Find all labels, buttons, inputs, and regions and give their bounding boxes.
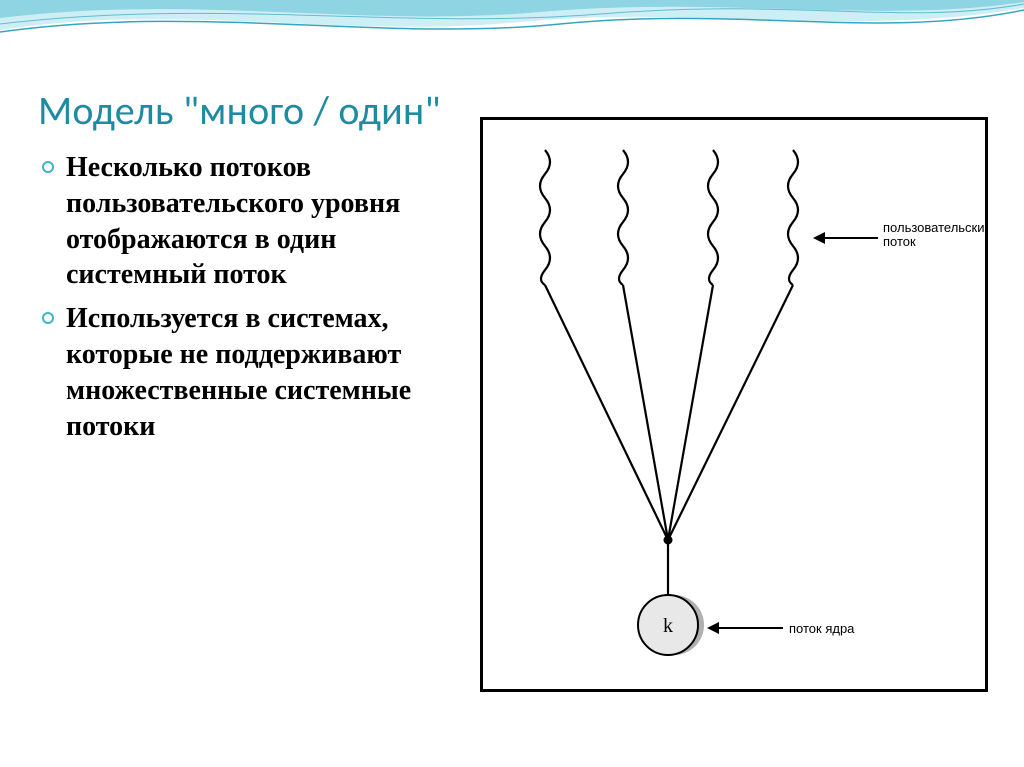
user-thread-4 xyxy=(668,150,798,540)
bullet-item: Используется в системах, которые не подд… xyxy=(38,301,458,444)
slide: Модель "много / один" Несколько потоков … xyxy=(0,0,1024,767)
label-user-thread: пользовательский поток xyxy=(883,220,985,249)
user-thread-3 xyxy=(668,150,718,540)
diagram-svg: k пользовательский поток поток ядра xyxy=(483,120,985,689)
kernel-label: k xyxy=(663,615,673,637)
diagram: k пользовательский поток поток ядра xyxy=(480,117,988,692)
user-thread-1 xyxy=(540,150,668,540)
bullet-list: Несколько потоков пользовательского уров… xyxy=(38,150,458,445)
label-kernel-thread: поток ядра xyxy=(789,621,855,636)
arrow-user-thread xyxy=(813,232,878,244)
slide-title: Модель "много / один" xyxy=(38,86,441,135)
content-area: Несколько потоков пользовательского уров… xyxy=(38,150,458,453)
wave-decoration xyxy=(0,0,1024,100)
arrow-kernel-thread xyxy=(707,622,783,634)
bullet-item: Несколько потоков пользовательского уров… xyxy=(38,150,458,293)
user-thread-2 xyxy=(618,150,668,540)
